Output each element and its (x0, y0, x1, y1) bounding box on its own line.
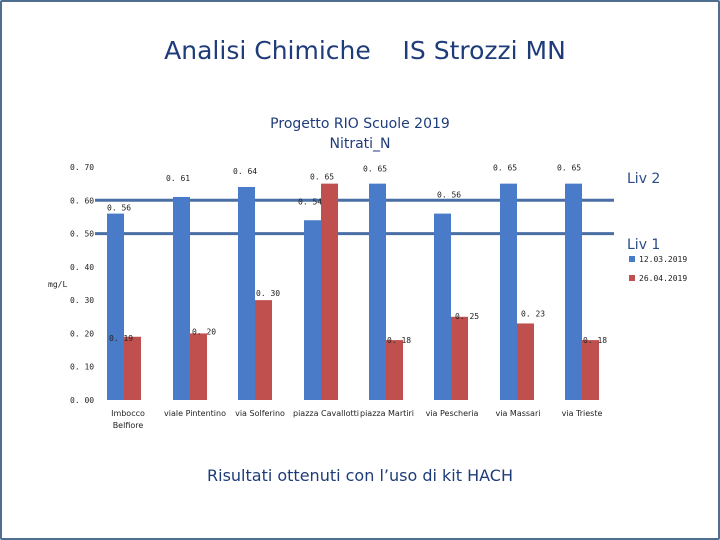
data-label-series-2: 0. 30 (256, 289, 280, 298)
category-label: via Massari (496, 409, 541, 418)
bar-series-2 (190, 333, 207, 400)
bar-series-2 (321, 183, 338, 400)
y-tick-label: 0. 60 (70, 196, 94, 205)
bar-series-1 (369, 183, 386, 400)
level-label: Liv 1 (627, 237, 660, 253)
category-label: via Pescheria (426, 409, 479, 418)
data-label-series-1: 0. 56 (437, 191, 461, 200)
data-label-series-2: 0. 23 (521, 309, 545, 318)
bar-series-2 (124, 336, 141, 400)
bar-series-1 (565, 183, 582, 400)
category-label: piazza Martiri (360, 409, 414, 418)
data-label-series-2: 0. 18 (583, 336, 607, 345)
category-label: via Trieste (562, 409, 603, 418)
bar-series-1 (304, 220, 321, 400)
bar-series-2 (582, 340, 599, 400)
category-label: Imbocco Belfiore (111, 409, 145, 430)
legend-label: 12.03.2019 (639, 255, 687, 264)
data-label-series-2: 0. 18 (387, 336, 411, 345)
data-label-series-1: 0. 65 (363, 165, 387, 174)
bars (107, 183, 599, 400)
slide-title: Analisi Chimiche IS Strozzi MN (164, 36, 566, 65)
bar-series-1 (238, 186, 255, 400)
bar-series-2 (255, 300, 272, 400)
y-tick-label: 0. 50 (70, 230, 94, 239)
bar-series-1 (500, 183, 517, 400)
bar-series-1 (173, 196, 190, 400)
data-label-series-1: 0. 64 (233, 167, 257, 176)
data-label-series-1: 0. 61 (166, 174, 190, 183)
category-labels: Imbocco Belfiore viale Pintentino via Solfe… (111, 409, 602, 430)
category-label: piazza Cavallotti (293, 409, 359, 418)
data-label-series-2: 0. 20 (192, 327, 216, 336)
data-label-series-2: 0. 65 (310, 173, 334, 182)
category-label: via Solferino (235, 409, 285, 418)
y-axis: 0. 00 0. 10 0. 20 0. 30 0. 40 0. 50 0. 60 0. 70 (70, 163, 94, 405)
chart-title: Progetto RIO Scuole 2019 (270, 116, 450, 132)
legend-label: 26.04.2019 (639, 274, 687, 283)
bar-series-1 (107, 213, 124, 400)
bar-series-2 (517, 323, 534, 400)
y-tick-label: 0. 30 (70, 296, 94, 305)
bar-series-2 (386, 340, 403, 400)
y-axis-label: mg/L (48, 280, 67, 289)
bar-series-2 (451, 316, 468, 400)
y-tick-label: 0. 20 (70, 329, 94, 338)
data-label-series-2: 0. 25 (455, 312, 479, 321)
y-tick-label: 0. 00 (70, 396, 94, 405)
bar-series-1 (434, 213, 451, 400)
data-labels: 0. 56 0. 19 0. 61 0. 20 0. 64 0. 30 0. 54 0. 65… (107, 164, 607, 345)
slide-subtitle: Risultati ottenuti con l’uso di kit HACH (207, 466, 513, 485)
y-tick-label: 0. 10 (70, 363, 94, 372)
data-label-series-1: 0. 65 (557, 164, 581, 173)
level-label: Liv 2 (627, 171, 660, 187)
data-label-series-1: 0. 56 (107, 204, 131, 213)
category-label: viale Pintentino (164, 409, 226, 418)
data-label-series-2: 0. 19 (109, 334, 133, 343)
legend-swatch (629, 256, 635, 262)
data-label-series-1: 0. 54 (298, 197, 322, 206)
data-label-series-1: 0. 65 (493, 164, 517, 173)
y-tick-label: 0. 70 (70, 163, 94, 172)
legend-swatch (629, 275, 635, 281)
y-tick-label: 0. 40 (70, 263, 94, 272)
legend: 12.03.2019 26.04.2019 (629, 255, 687, 283)
chart-subtitle: Nitrati_N (329, 136, 391, 152)
